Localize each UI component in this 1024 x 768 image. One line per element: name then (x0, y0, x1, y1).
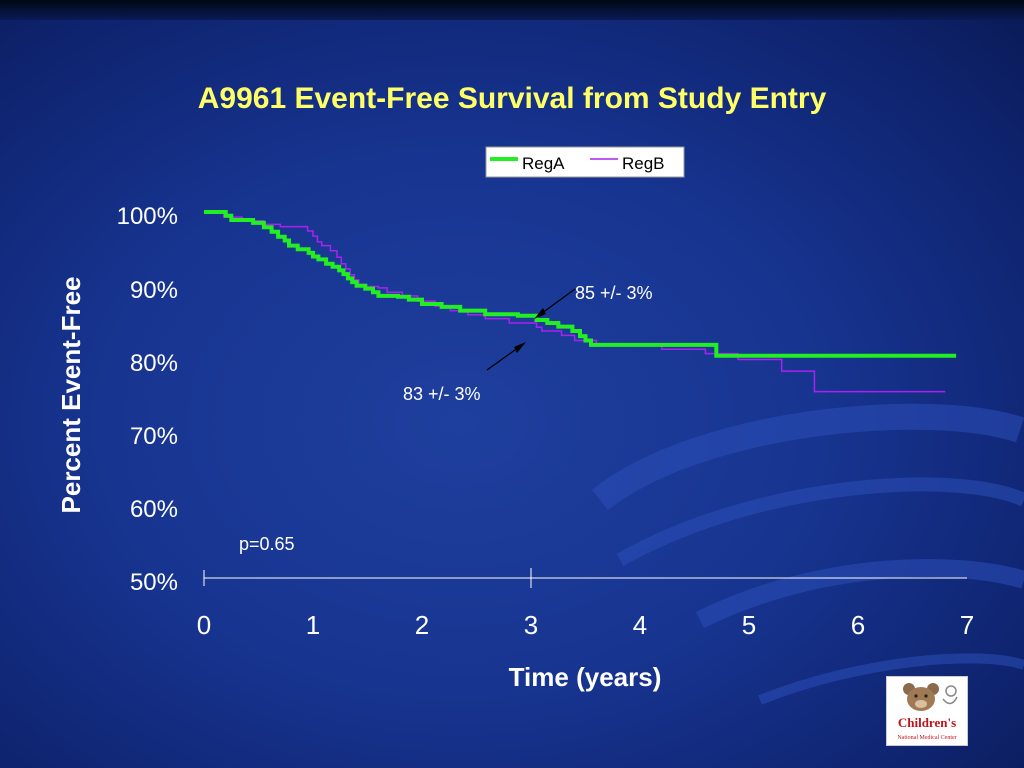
legend-box (485, 146, 685, 178)
y-tick-90: 90% (130, 277, 178, 304)
series-rega-curve (204, 210, 957, 358)
x-tick-3: 3 (524, 610, 538, 640)
x-tick-5: 5 (742, 610, 756, 640)
annotation-regb-estimate: 83 +/- 3% (403, 384, 481, 404)
x-tick-1: 1 (306, 610, 320, 640)
logo-wordmark: Children's (897, 715, 957, 730)
x-tick-6: 6 (851, 610, 865, 640)
logo-subtext: National Medical Center (897, 735, 957, 741)
annotations: 85 +/- 3% 83 +/- 3% p=0.65 (239, 283, 653, 554)
y-tick-60: 60% (130, 496, 178, 523)
annotation-rega-estimate: 85 +/- 3% (575, 283, 653, 303)
series-layer (204, 210, 957, 393)
y-tick-100: 100% (117, 203, 178, 230)
x-tick-4: 4 (633, 610, 647, 640)
y-tick-70: 70% (130, 423, 178, 450)
legend: RegA RegB (485, 146, 685, 178)
legend-label-rega: RegA (522, 154, 565, 173)
bear-icon (903, 683, 958, 711)
annotation-rega-arrowhead (534, 308, 546, 319)
x-axis: 0 1 2 3 4 5 6 7 (197, 568, 974, 640)
x-axis-title: Time (years) (509, 662, 662, 692)
background-swirl (591, 403, 1024, 705)
childrens-logo: Children's National Medical Center (886, 676, 968, 746)
annotation-p-value: p=0.65 (239, 534, 295, 554)
y-axis-title: Percent Event-Free (56, 277, 86, 514)
x-tick-7: 7 (960, 610, 974, 640)
annotation-regb-arrowhead (514, 342, 526, 353)
y-axis: 100% 90% 80% 70% 60% 50% (117, 203, 178, 596)
y-tick-80: 80% (130, 350, 178, 377)
x-tick-2: 2 (415, 610, 429, 640)
top-band (0, 0, 1024, 20)
chart-title: A9961 Event-Free Survival from Study Ent… (197, 82, 827, 115)
x-tick-0: 0 (197, 610, 211, 640)
legend-label-regb: RegB (622, 154, 665, 173)
y-tick-50: 50% (130, 569, 178, 596)
